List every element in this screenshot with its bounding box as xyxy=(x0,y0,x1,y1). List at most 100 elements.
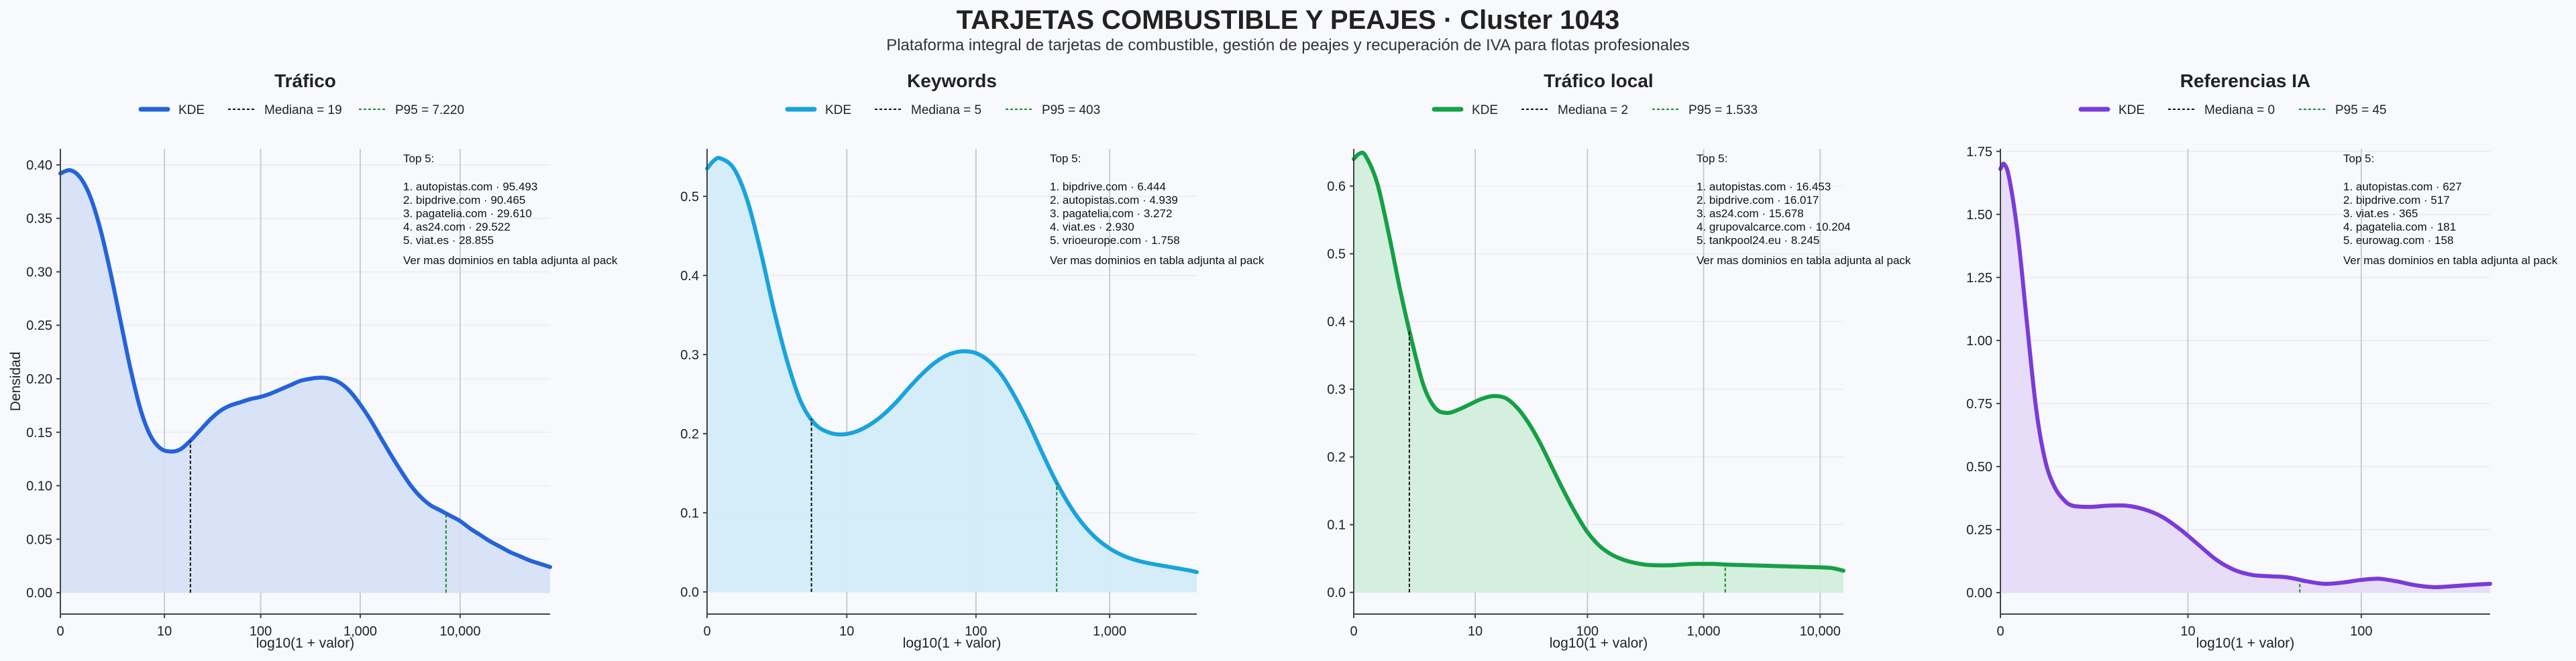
y-tick-label: 0.20 xyxy=(26,372,52,387)
top5-item: 2. autopistas.com · 4.939 xyxy=(1050,194,1178,206)
x-tick-label: 100 xyxy=(250,624,272,639)
legend-kde-label: KDE xyxy=(825,103,851,117)
top5-item: 1. autopistas.com · 95.493 xyxy=(403,180,537,193)
kde-line xyxy=(705,156,1199,575)
top5-item: 5. tankpool24.eu · 8.245 xyxy=(1697,234,1819,247)
x-tick-label: 100 xyxy=(965,624,987,639)
kde-area xyxy=(707,158,1197,592)
legend-p95-label: P95 = 7.220 xyxy=(395,103,464,117)
top5-item: 3. viat.es · 365 xyxy=(2343,207,2418,220)
y-tick-label: 0.2 xyxy=(1327,450,1346,465)
x-tick-label: 10 xyxy=(157,624,172,639)
top5-item: 4. viat.es · 2.930 xyxy=(1050,221,1134,233)
chart-title: Keywords xyxy=(907,70,997,91)
x-tick-label: 10,000 xyxy=(439,624,480,639)
top5-item: 3. as24.com · 15.678 xyxy=(1697,207,1804,220)
top5-item: 3. pagatelia.com · 3.272 xyxy=(1050,207,1172,220)
y-tick-label: 1.50 xyxy=(1966,208,1992,223)
x-tick-label: 1,000 xyxy=(1093,624,1126,639)
top5-item: 5. viat.es · 28.855 xyxy=(403,234,494,247)
chart-legend: KDE Mediana = 19 P95 = 7.220 xyxy=(138,103,464,117)
legend-kde-label: KDE xyxy=(178,103,205,117)
y-tick-label: 0.30 xyxy=(26,265,52,280)
chart-panel: Tráfico KDE Mediana = 19 P95 = 7.220 0.00 0.0… xyxy=(8,70,618,651)
top5-item: 3. pagatelia.com · 29.610 xyxy=(403,207,532,220)
top5-item: 4. grupovalcarce.com · 10.204 xyxy=(1697,221,1851,233)
top5-item: 5. eurowag.com · 158 xyxy=(2343,234,2453,247)
x-tick-label: 10 xyxy=(2180,624,2195,639)
y-tick-label: 0.1 xyxy=(680,506,699,521)
legend-kde-label: KDE xyxy=(2118,103,2145,117)
top5-footer: Ver mas dominios en tabla adjunta al pac… xyxy=(1050,254,1265,267)
y-tick-label: 0.4 xyxy=(1327,315,1346,330)
kde-line xyxy=(1352,150,1845,573)
top5-item: 4. pagatelia.com · 181 xyxy=(2343,221,2456,233)
y-tick-label: 0.6 xyxy=(1327,180,1346,194)
top5-item: 5. vrioeurope.com · 1.758 xyxy=(1050,234,1180,247)
x-tick-label: 10 xyxy=(839,624,854,639)
legend-median-label: Mediana = 5 xyxy=(911,103,981,117)
y-tick-label: 0.2 xyxy=(680,427,699,442)
top5-header: Top 5: xyxy=(1697,152,1727,165)
chart-panel: Referencias IA KDE Mediana = 0 P95 = 45 0.00… xyxy=(1966,70,2558,651)
y-tick-label: 0.75 xyxy=(1966,397,1992,412)
page-title: TARJETAS COMBUSTIBLE Y PEAJES · Cluster … xyxy=(956,5,1620,35)
top5-item: 2. bipdrive.com · 517 xyxy=(2343,194,2450,206)
legend-median-label: Mediana = 19 xyxy=(264,103,342,117)
page-subtitle: Plataforma integral de tarjetas de combu… xyxy=(886,36,1690,54)
y-tick-label: 0.00 xyxy=(26,586,52,601)
x-tick-label: 0 xyxy=(703,624,710,639)
x-axis-label: log10(1 + valor) xyxy=(903,636,1002,651)
y-tick-label: 0.5 xyxy=(1327,247,1346,262)
y-tick-label: 0.3 xyxy=(1327,383,1346,398)
legend-median-label: Mediana = 0 xyxy=(2204,103,2275,117)
legend-p95-label: P95 = 1.533 xyxy=(1688,103,1758,117)
top5-item: 1. autopistas.com · 16.453 xyxy=(1697,180,1831,193)
y-tick-label: 0.50 xyxy=(1966,460,1992,475)
y-tick-label: 0.3 xyxy=(680,348,699,363)
top5-item: 2. bipdrive.com · 16.017 xyxy=(1697,194,1819,206)
y-tick-label: 0.25 xyxy=(1966,523,1992,538)
y-tick-label: 0.15 xyxy=(26,426,52,440)
x-tick-label: 1,000 xyxy=(343,624,377,639)
y-tick-label: 0.1 xyxy=(1327,518,1346,533)
y-tick-label: 0.4 xyxy=(680,269,699,284)
y-axis-label: Densidad xyxy=(8,352,23,412)
y-tick-label: 0.40 xyxy=(26,158,52,173)
x-tick-label: 1,000 xyxy=(1686,624,1720,639)
x-axis-label: log10(1 + valor) xyxy=(256,636,355,651)
top5-item: 2. bipdrive.com · 90.465 xyxy=(403,194,525,206)
top5-header: Top 5: xyxy=(1050,152,1081,165)
top5-footer: Ver mas dominios en tabla adjunta al pac… xyxy=(403,254,618,267)
y-tick-label: 1.25 xyxy=(1966,271,1992,286)
y-tick-label: 0.00 xyxy=(1966,586,1992,601)
chart-title: Tráfico local xyxy=(1544,70,1653,91)
top5-header: Top 5: xyxy=(2343,152,2374,165)
legend-median-label: Mediana = 2 xyxy=(1558,103,1628,117)
x-tick-label: 100 xyxy=(1576,624,1599,639)
kde-area xyxy=(1354,152,1843,593)
kde-area xyxy=(2000,164,2490,593)
top5-header: Top 5: xyxy=(403,152,434,165)
y-tick-label: 0.0 xyxy=(1327,586,1346,601)
top5-footer: Ver mas dominios en tabla adjunta al pac… xyxy=(2343,254,2558,267)
kde-line xyxy=(58,168,552,569)
kde-line xyxy=(1998,162,2492,589)
x-axis-label: log10(1 + valor) xyxy=(2196,636,2295,651)
chart-title: Referencias IA xyxy=(2180,70,2311,91)
chart-panel: Tráfico local KDE Mediana = 2 P95 = 1.533 0.… xyxy=(1327,70,1911,651)
x-tick-label: 0 xyxy=(1996,624,2004,639)
legend-kde-label: KDE xyxy=(1472,103,1498,117)
x-tick-label: 10,000 xyxy=(1800,624,1841,639)
chart-legend: KDE Mediana = 0 P95 = 45 xyxy=(2078,103,2387,117)
x-tick-label: 100 xyxy=(2350,624,2372,639)
x-tick-label: 10 xyxy=(1468,624,1483,639)
legend-p95-label: P95 = 403 xyxy=(1042,103,1100,117)
y-tick-label: 1.75 xyxy=(1966,145,1992,160)
y-tick-label: 0.35 xyxy=(26,212,52,227)
